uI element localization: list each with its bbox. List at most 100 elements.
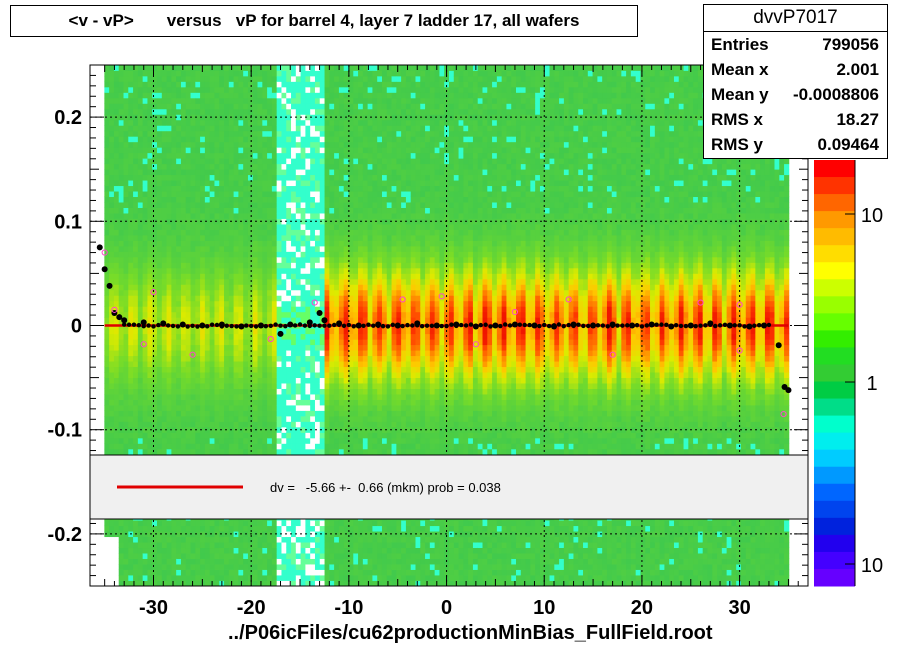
heatmap-cell [219, 317, 225, 324]
heatmap-cell [262, 328, 268, 335]
heatmap-cell [353, 235, 359, 241]
heatmap-cell [305, 361, 311, 368]
heatmap-cell [185, 141, 191, 148]
heatmap-cell [180, 65, 187, 71]
heatmap-cell [195, 267, 201, 274]
heatmap-cell [176, 437, 182, 444]
heatmap-cell [133, 70, 139, 77]
heatmap-cell [291, 426, 297, 433]
heatmap-cell [137, 575, 144, 581]
heatmap-cell [157, 152, 163, 159]
heatmap-cell [228, 147, 234, 154]
heatmap-cell [123, 273, 129, 280]
heatmap-cell [137, 235, 144, 241]
heatmap-cell [224, 377, 230, 384]
heatmap-cell [104, 339, 110, 346]
heatmap-cell [271, 410, 278, 417]
heatmap-cell [243, 163, 249, 170]
heatmap-cell [214, 520, 220, 527]
heatmap-cell [228, 196, 234, 203]
heatmap-cell [353, 399, 359, 406]
heatmap-cell [348, 196, 354, 203]
heatmap-cell [334, 383, 340, 389]
heatmap-cell [243, 202, 249, 208]
heatmap-cell [291, 361, 297, 368]
heatmap-cell [209, 355, 215, 362]
heatmap-cell [305, 130, 311, 137]
heatmap-cell [348, 202, 354, 208]
heatmap-cell [348, 103, 354, 110]
heatmap-cell [262, 114, 268, 121]
heatmap-cell [300, 520, 306, 527]
heatmap-cell [252, 174, 258, 181]
heatmap-cell [262, 333, 268, 340]
heatmap-cell [180, 130, 187, 137]
heatmap-cell [267, 191, 273, 198]
heatmap-cell [214, 564, 220, 570]
heatmap-cell [166, 394, 172, 400]
heatmap-cell [262, 251, 268, 258]
heatmap-cell [319, 284, 325, 291]
heatmap-cell [252, 136, 258, 143]
heatmap-cell [295, 350, 302, 357]
heatmap-cell [300, 289, 306, 296]
heatmap-cell [329, 300, 335, 307]
heatmap-cell [123, 542, 129, 549]
heatmap-cell [233, 108, 239, 115]
heatmap-cell [142, 65, 148, 71]
heatmap-cell [190, 163, 196, 170]
heatmap-cell [195, 278, 201, 285]
heatmap-cell [152, 174, 158, 181]
heatmap-cell [300, 366, 306, 373]
heatmap-cell [123, 235, 129, 241]
heatmap-cell [233, 333, 239, 340]
heatmap-cell [291, 547, 297, 554]
heatmap-cell [204, 235, 211, 241]
heatmap-cell [329, 344, 335, 351]
heatmap-cell [109, 103, 115, 110]
heatmap-cell [319, 394, 325, 400]
heatmap-cell [157, 65, 163, 71]
heatmap-cell [271, 207, 278, 214]
heatmap-cell [314, 92, 321, 99]
heatmap-cell [176, 580, 182, 587]
heatmap-cell [137, 75, 144, 82]
heatmap-cell [161, 306, 167, 313]
heatmap-cell [348, 240, 354, 247]
heatmap-cell [343, 410, 349, 417]
heatmap-cell [209, 229, 215, 236]
heatmap-cell [152, 141, 158, 148]
heatmap-cell [252, 355, 258, 362]
heatmap-cell [185, 553, 191, 559]
heatmap-cell [190, 443, 196, 450]
heatmap-cell [142, 70, 148, 77]
heatmap-cell [219, 564, 225, 570]
heatmap-cell [161, 262, 167, 269]
heatmap-cell [281, 426, 287, 433]
heatmap-cell [319, 130, 325, 137]
heatmap-cell [334, 224, 340, 230]
heatmap-cell [276, 207, 282, 214]
heatmap-cell [324, 207, 330, 214]
heatmap-cell [233, 575, 239, 581]
heatmap-cell [295, 92, 302, 99]
heatmap-cell [252, 344, 258, 351]
heatmap-cell [276, 558, 282, 565]
heatmap-cell [214, 152, 220, 159]
heatmap-cell [276, 169, 282, 176]
heatmap-cell [257, 196, 263, 203]
heatmap-cell [180, 235, 187, 241]
heatmap-cell [113, 103, 120, 110]
heatmap-cell [310, 180, 316, 187]
heatmap-cell [195, 207, 201, 214]
heatmap-cell [286, 558, 292, 565]
heatmap-cell [137, 81, 144, 88]
heatmap-cell [252, 289, 258, 296]
heatmap-cell [257, 119, 263, 126]
heatmap-cell [286, 245, 292, 252]
heatmap-cell [176, 405, 182, 411]
heatmap-cell [224, 191, 230, 198]
heatmap-cell [310, 207, 316, 214]
heatmap-cell [224, 372, 230, 378]
heatmap-cell [185, 372, 191, 378]
